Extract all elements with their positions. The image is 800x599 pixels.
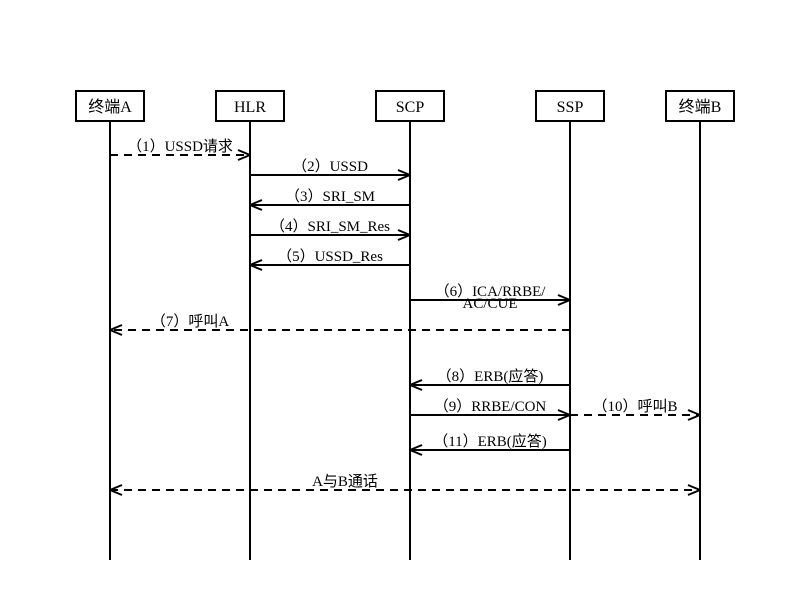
lifeline-B bbox=[699, 122, 701, 560]
message-label-5: （5）USSD_Res bbox=[230, 245, 430, 266]
message-label-10: （10）呼叫B bbox=[535, 395, 735, 416]
message-label-11: （11）ERB(应答) bbox=[390, 430, 590, 451]
participant-SCP: SCP bbox=[375, 90, 445, 122]
message-label-4: （4）SRI_SM_Res bbox=[230, 215, 430, 236]
message-label-7: （7）呼叫A bbox=[90, 310, 290, 331]
message-label-2: （2）USSD bbox=[230, 155, 430, 176]
message-label-12: A与B通话 bbox=[245, 470, 445, 491]
participant-HLR: HLR bbox=[215, 90, 285, 122]
participant-B: 终端B bbox=[665, 90, 735, 122]
message-label-6-line2: AC/CUE bbox=[390, 296, 590, 313]
message-label-3: （3）SRI_SM bbox=[230, 185, 430, 206]
sequence-diagram: 终端A HLR SCP SSP 终端B （1）USSD请求（2）USSD （3）SRI_SM… bbox=[0, 0, 800, 599]
message-label-1: （1）USSD请求 bbox=[80, 135, 280, 156]
lifeline-SSP bbox=[569, 122, 571, 560]
message-label-8: （8）ERB(应答) bbox=[390, 365, 590, 386]
participant-SSP: SSP bbox=[535, 90, 605, 122]
lifeline-A bbox=[109, 122, 111, 560]
participant-A: 终端A bbox=[75, 90, 145, 122]
